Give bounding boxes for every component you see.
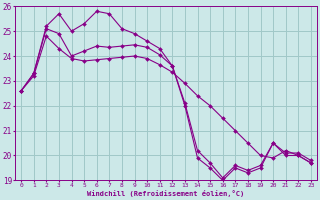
X-axis label: Windchill (Refroidissement éolien,°C): Windchill (Refroidissement éolien,°C) [87,190,244,197]
